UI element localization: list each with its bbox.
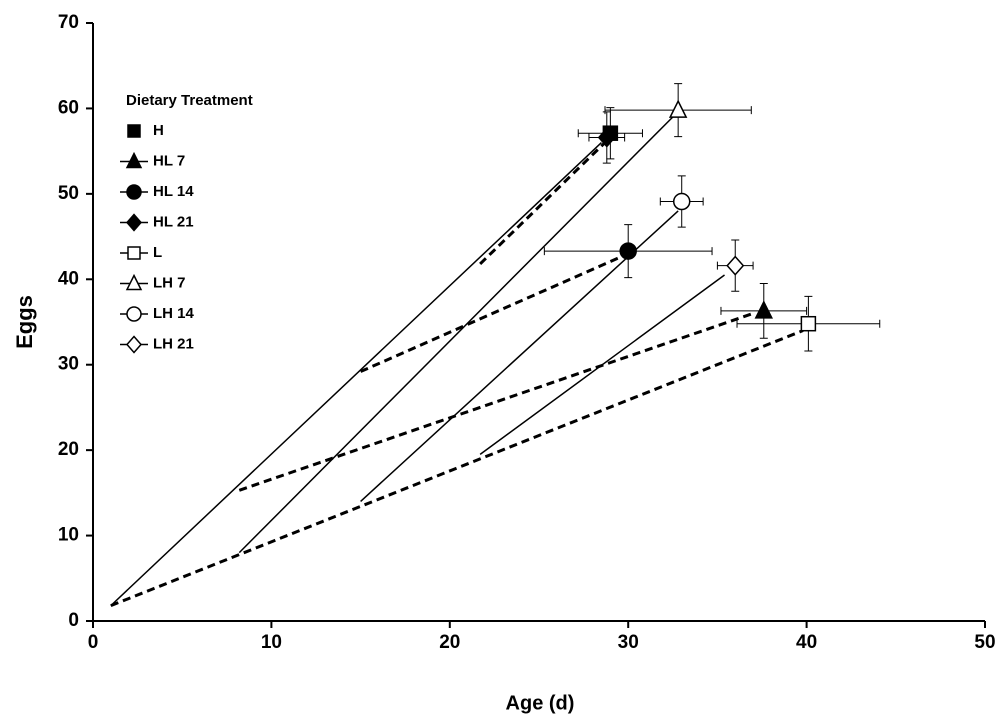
marker <box>127 246 141 260</box>
y-tick-label: 50 <box>58 183 79 204</box>
fit-line <box>359 252 629 373</box>
marker <box>126 213 142 232</box>
legend-label: HL 21 <box>153 213 194 230</box>
y-tick-label: 10 <box>58 525 79 546</box>
marker <box>126 335 142 354</box>
fit-line <box>110 142 602 607</box>
fit-line <box>238 312 754 492</box>
y-tick-label: 40 <box>58 268 79 289</box>
marker <box>126 184 142 200</box>
x-tick-label: 50 <box>974 632 995 653</box>
fit-line <box>479 141 607 265</box>
marker <box>597 127 616 148</box>
legend-label: LH 21 <box>153 335 194 352</box>
y-tick-label: 0 <box>68 610 79 631</box>
x-tick-label: 40 <box>796 632 817 653</box>
y-axis-title: Eggs <box>12 295 37 349</box>
marker <box>125 273 143 291</box>
marker <box>668 99 688 118</box>
x-tick-label: 30 <box>618 632 639 653</box>
marker <box>800 315 817 332</box>
fit-line <box>110 329 804 608</box>
y-tick-label: 60 <box>58 97 79 118</box>
marker <box>619 242 637 260</box>
legend-label: LH 14 <box>153 305 195 322</box>
fit-line <box>238 116 674 554</box>
x-tick-label: 10 <box>261 632 282 653</box>
legend-title: Dietary Treatment <box>126 92 253 109</box>
fit-line <box>360 210 679 502</box>
legend-label: L <box>153 244 162 261</box>
legend-label: HL 14 <box>153 183 194 200</box>
legend-label: H <box>153 122 164 139</box>
marker <box>726 255 745 276</box>
y-tick-label: 20 <box>58 439 79 460</box>
x-axis-title: Age (d) <box>506 692 575 714</box>
marker <box>754 300 773 319</box>
marker <box>672 192 691 211</box>
legend-label: HL 7 <box>153 152 185 169</box>
y-tick-label: 70 <box>58 12 79 33</box>
y-tick-label: 30 <box>58 354 79 375</box>
marker <box>126 306 142 322</box>
legend-label: LH 7 <box>153 274 186 291</box>
x-tick-label: 20 <box>439 632 460 653</box>
marker <box>127 124 141 138</box>
marker <box>125 151 143 169</box>
x-tick-label: 0 <box>88 632 99 653</box>
